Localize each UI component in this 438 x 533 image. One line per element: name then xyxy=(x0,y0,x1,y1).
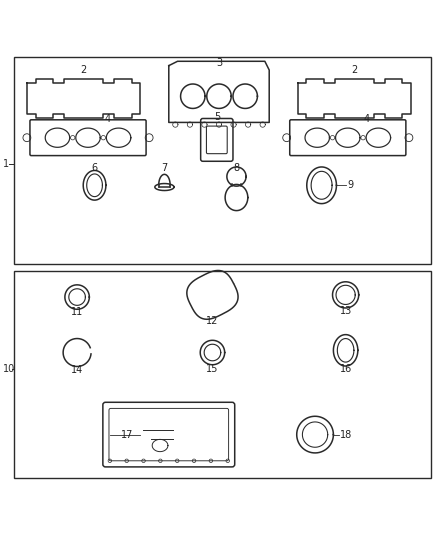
Text: 8: 8 xyxy=(233,163,240,173)
Text: 14: 14 xyxy=(71,366,83,375)
Text: 5: 5 xyxy=(214,112,220,122)
Bar xyxy=(14,57,431,264)
Text: 10: 10 xyxy=(3,364,15,374)
Bar xyxy=(14,271,431,478)
Text: 18: 18 xyxy=(339,430,352,440)
Text: 3: 3 xyxy=(216,58,222,68)
Text: 7: 7 xyxy=(161,163,168,173)
Text: 2: 2 xyxy=(81,65,87,75)
Text: 4: 4 xyxy=(364,114,370,124)
Text: 2: 2 xyxy=(351,65,357,75)
Text: 17: 17 xyxy=(121,430,134,440)
Text: 12: 12 xyxy=(206,316,219,326)
Text: 15: 15 xyxy=(206,364,219,374)
Text: 11: 11 xyxy=(71,308,83,317)
Text: 16: 16 xyxy=(339,364,352,374)
Text: 6: 6 xyxy=(92,163,98,173)
Text: 9: 9 xyxy=(347,180,353,190)
Text: 4: 4 xyxy=(105,114,111,124)
Text: 1: 1 xyxy=(3,159,9,169)
Text: 13: 13 xyxy=(339,306,352,317)
